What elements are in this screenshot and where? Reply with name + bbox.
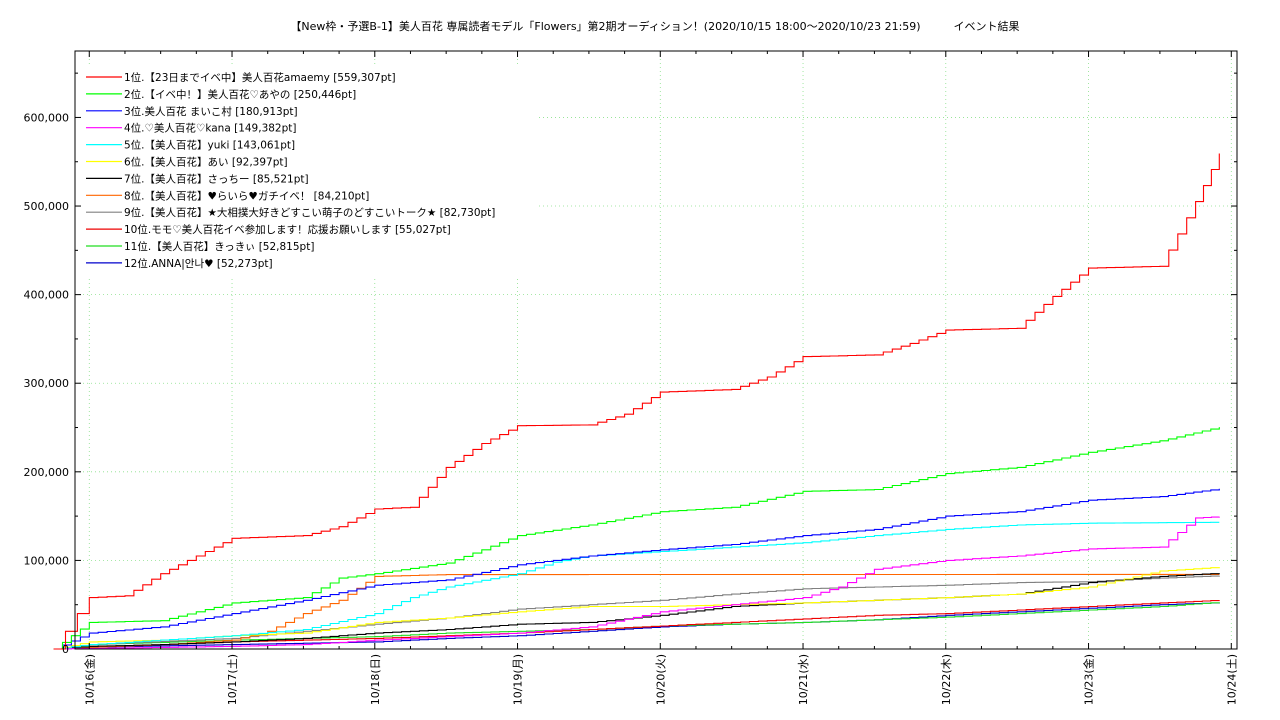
y-tick-label: 100,000 — [24, 554, 70, 567]
series-line — [53, 516, 1220, 650]
series-line — [53, 602, 1220, 650]
x-tick-label: 10/19(月) — [512, 654, 525, 705]
legend-label: 1位.【23日までイベ中】美人百花amaemy [559,307pt] — [124, 71, 396, 84]
x-tick-label: 10/22(木) — [940, 654, 953, 705]
series-line — [53, 427, 1220, 650]
y-tick-label: 600,000 — [24, 111, 70, 124]
legend-label: 5位.【美人百花】yuki [143,061pt] — [124, 139, 295, 152]
x-tick-label: 10/16(金) — [82, 654, 96, 705]
chart-title: 【New枠・予選B-1】美人百花 専属読者モデル「Flowers」第2期オーディ… — [290, 20, 1020, 33]
legend-label: 11位.【美人百花】きっきぃ [52,815pt] — [124, 240, 314, 253]
series-line — [53, 153, 1220, 650]
y-tick-label: 500,000 — [24, 200, 70, 213]
series-lines — [53, 153, 1220, 650]
legend-label: 4位.♡美人百花♡kana [149,382pt] — [124, 122, 297, 135]
x-axis: 10/16(金) 10/17(土) 10/18(日) 10/19(月) 10/20(火)… — [82, 51, 1238, 705]
legend-label: 9位.【美人百花】★大相撲大好きどすこい萌子のどすこいトーク★ [82,730p… — [124, 206, 495, 219]
legend-label: 6位.【美人百花】あい [92,397pt] — [124, 156, 288, 169]
legend-label: 3位.美人百花 まいこ村 [180,913pt] — [124, 105, 298, 118]
legend-label: 2位.【イベ中！】美人百花♡あやの [250,446pt] — [124, 88, 356, 101]
series-line — [53, 488, 1220, 650]
y-tick-label: 300,000 — [24, 377, 70, 390]
legend-background — [76, 66, 537, 277]
grid — [75, 51, 1237, 649]
series-line — [53, 521, 1220, 650]
x-tick-label: 10/24(土) — [1225, 654, 1238, 705]
legend-label: 7位.【美人百花】さっちー [85,521pt] — [124, 172, 309, 185]
legend-label: 12位.ANNA|안나♥ [52,273pt] — [124, 257, 273, 270]
y-axis: 0 100,000 200,000 300,000 400,000 500,000 600,… — [24, 72, 1237, 656]
x-tick-label: 10/21(水) — [797, 654, 810, 705]
legend-label: 8位.【美人百花】♥らいら♥ガチイベ！ [84,210pt] — [124, 189, 369, 202]
y-tick-label: 0 — [62, 643, 69, 656]
y-tick-label: 400,000 — [24, 289, 70, 302]
y-tick-label: 200,000 — [24, 466, 70, 479]
legend-label: 10位.モモ♡美人百花イベ参加します！応援お願いします [55,027pt] — [124, 223, 451, 236]
series-line — [53, 573, 1220, 650]
legend: 1位.【23日までイベ中】美人百花amaemy [559,307pt] 2位.【イ… — [86, 71, 495, 270]
x-tick-label: 10/17(土) — [226, 654, 239, 705]
x-tick-label: 10/23(金) — [1082, 654, 1096, 705]
x-tick-label: 10/18(日) — [369, 654, 382, 705]
x-tick-label: 10/20(火) — [654, 654, 667, 705]
plot-frame — [74, 50, 1238, 650]
